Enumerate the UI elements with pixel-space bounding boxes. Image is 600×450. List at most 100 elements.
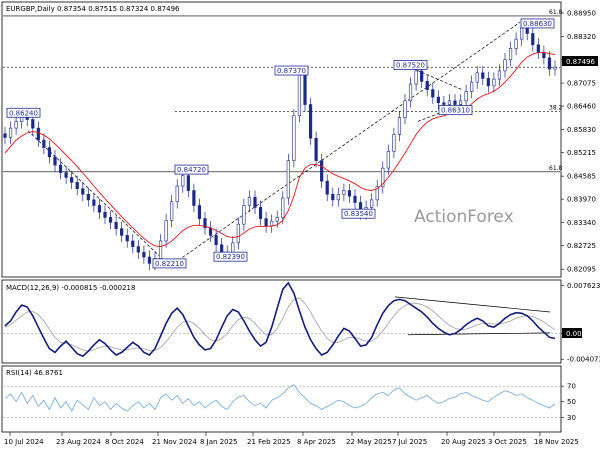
price-level-label: 0.87520 bbox=[393, 60, 428, 70]
price-level-label: 0.86310 bbox=[438, 105, 473, 116]
candle-body bbox=[464, 91, 468, 102]
price-y-tick-label: 0.87075 bbox=[567, 80, 596, 88]
candle-body bbox=[331, 193, 335, 201]
price-y-tick-label: 0.82095 bbox=[567, 266, 596, 274]
price-label-text: 0.86240 bbox=[9, 109, 38, 117]
price-y-tick-label: 0.82725 bbox=[567, 242, 596, 250]
candle-body bbox=[375, 186, 379, 201]
rsi-y-tick-label: 30 bbox=[567, 414, 576, 422]
candle-body bbox=[386, 150, 390, 169]
x-tick-label: 18 Nov 2025 bbox=[534, 438, 579, 446]
price-level-label: 0.82390 bbox=[213, 251, 248, 262]
x-tick-label: 8 Oct 2024 bbox=[105, 438, 144, 446]
candle-body bbox=[114, 221, 118, 229]
candle-body bbox=[131, 240, 135, 247]
candle-body bbox=[275, 217, 279, 222]
rsi-y-tick-label: 50 bbox=[567, 398, 576, 406]
candle-body bbox=[342, 190, 346, 195]
x-tick-label: 23 Aug 2024 bbox=[56, 438, 101, 446]
price-panel-frame bbox=[1, 1, 562, 278]
price-label-box bbox=[341, 208, 376, 219]
fib-label: 38.2 bbox=[549, 105, 563, 112]
price-level-label: 0.82210 bbox=[152, 258, 187, 269]
candle-body bbox=[164, 220, 168, 242]
candle-body bbox=[147, 256, 152, 264]
candle-body bbox=[292, 115, 296, 161]
candle-body bbox=[64, 172, 68, 178]
price-y-tick-label: 0.83340 bbox=[567, 219, 596, 227]
candle-body bbox=[297, 72, 302, 117]
candle-body bbox=[403, 100, 407, 118]
candle-body bbox=[520, 27, 524, 40]
candle-body bbox=[8, 127, 13, 138]
candle-body bbox=[486, 78, 490, 87]
macd-zero-marker: 0.00 bbox=[562, 328, 582, 338]
price-label-box bbox=[152, 258, 187, 269]
rsi-line bbox=[4, 384, 556, 412]
trendline bbox=[417, 104, 463, 122]
candle-body bbox=[447, 100, 452, 105]
candle-body bbox=[420, 70, 424, 82]
candle-body bbox=[308, 104, 313, 139]
svg-text:0.87496: 0.87496 bbox=[566, 58, 595, 66]
price-label-box bbox=[274, 65, 309, 76]
current-price-marker: 0.87496 bbox=[562, 56, 598, 66]
candle-body bbox=[53, 156, 57, 166]
candle-body bbox=[70, 177, 74, 183]
candle-body bbox=[347, 190, 352, 197]
price-y-tick-label: 0.83970 bbox=[567, 196, 596, 204]
macd-title: MACD(12,26,9) -0.000815 -0.000218 bbox=[6, 284, 135, 292]
candle-body bbox=[336, 193, 340, 201]
candle-body bbox=[270, 220, 274, 227]
candle-body bbox=[414, 70, 418, 85]
price-label-text: 0.88630 bbox=[523, 20, 552, 28]
candle-body bbox=[353, 195, 357, 203]
candle-body bbox=[325, 180, 329, 195]
rsi-panel: RSI(14) 46.8761 70 50 30 bbox=[1, 365, 576, 433]
trendline bbox=[169, 22, 521, 267]
candle-body bbox=[36, 127, 40, 141]
candle-body bbox=[158, 240, 163, 259]
candle-body bbox=[203, 218, 207, 229]
candle-body bbox=[175, 185, 179, 203]
x-tick-label: 22 May 2025 bbox=[346, 438, 392, 446]
candle-body bbox=[75, 181, 79, 189]
x-tick-label: 8 Apr 2025 bbox=[297, 438, 336, 446]
candle-body bbox=[320, 160, 324, 182]
candle-body bbox=[397, 117, 402, 135]
candle-body bbox=[453, 100, 457, 105]
candle-body bbox=[408, 83, 413, 102]
candle-body bbox=[314, 137, 318, 161]
x-tick-label: 21 Feb 2025 bbox=[247, 438, 291, 446]
candle-body bbox=[31, 119, 35, 129]
candle-body bbox=[247, 196, 252, 206]
macd-line bbox=[4, 281, 556, 358]
candle-body bbox=[42, 139, 46, 148]
macd-y-tick-label: 0.007623 bbox=[567, 282, 600, 290]
price-panel: EURGBP,Daily 0.87354 0.87515 0.87324 0.8… bbox=[1, 1, 598, 278]
candle-body bbox=[475, 72, 479, 83]
candle-body bbox=[258, 207, 263, 219]
candle-body bbox=[192, 190, 196, 206]
candle-body bbox=[47, 147, 52, 158]
candle-body bbox=[108, 217, 113, 223]
candle-body bbox=[542, 51, 546, 59]
candle-body bbox=[536, 44, 540, 53]
macd-trendline bbox=[394, 296, 551, 313]
watermark: ActionForex bbox=[414, 207, 514, 227]
candle-body bbox=[236, 223, 240, 244]
candle-body bbox=[458, 100, 463, 105]
price-level-label: 0.88630 bbox=[520, 18, 555, 29]
candle-body bbox=[197, 205, 202, 219]
candle-body bbox=[208, 227, 213, 236]
fib-label: 61.8 bbox=[549, 9, 563, 16]
candle-body bbox=[3, 133, 7, 138]
candle-body bbox=[186, 175, 190, 191]
price-panel-title: EURGBP,Daily 0.87354 0.87515 0.87324 0.8… bbox=[6, 5, 180, 13]
x-tick-label: 8 Jan 2025 bbox=[200, 438, 238, 446]
candle-body bbox=[547, 57, 552, 70]
price-label-text: 0.84720 bbox=[177, 166, 206, 174]
price-y-tick-label: 0.85830 bbox=[567, 126, 596, 134]
candle-body bbox=[281, 197, 285, 218]
